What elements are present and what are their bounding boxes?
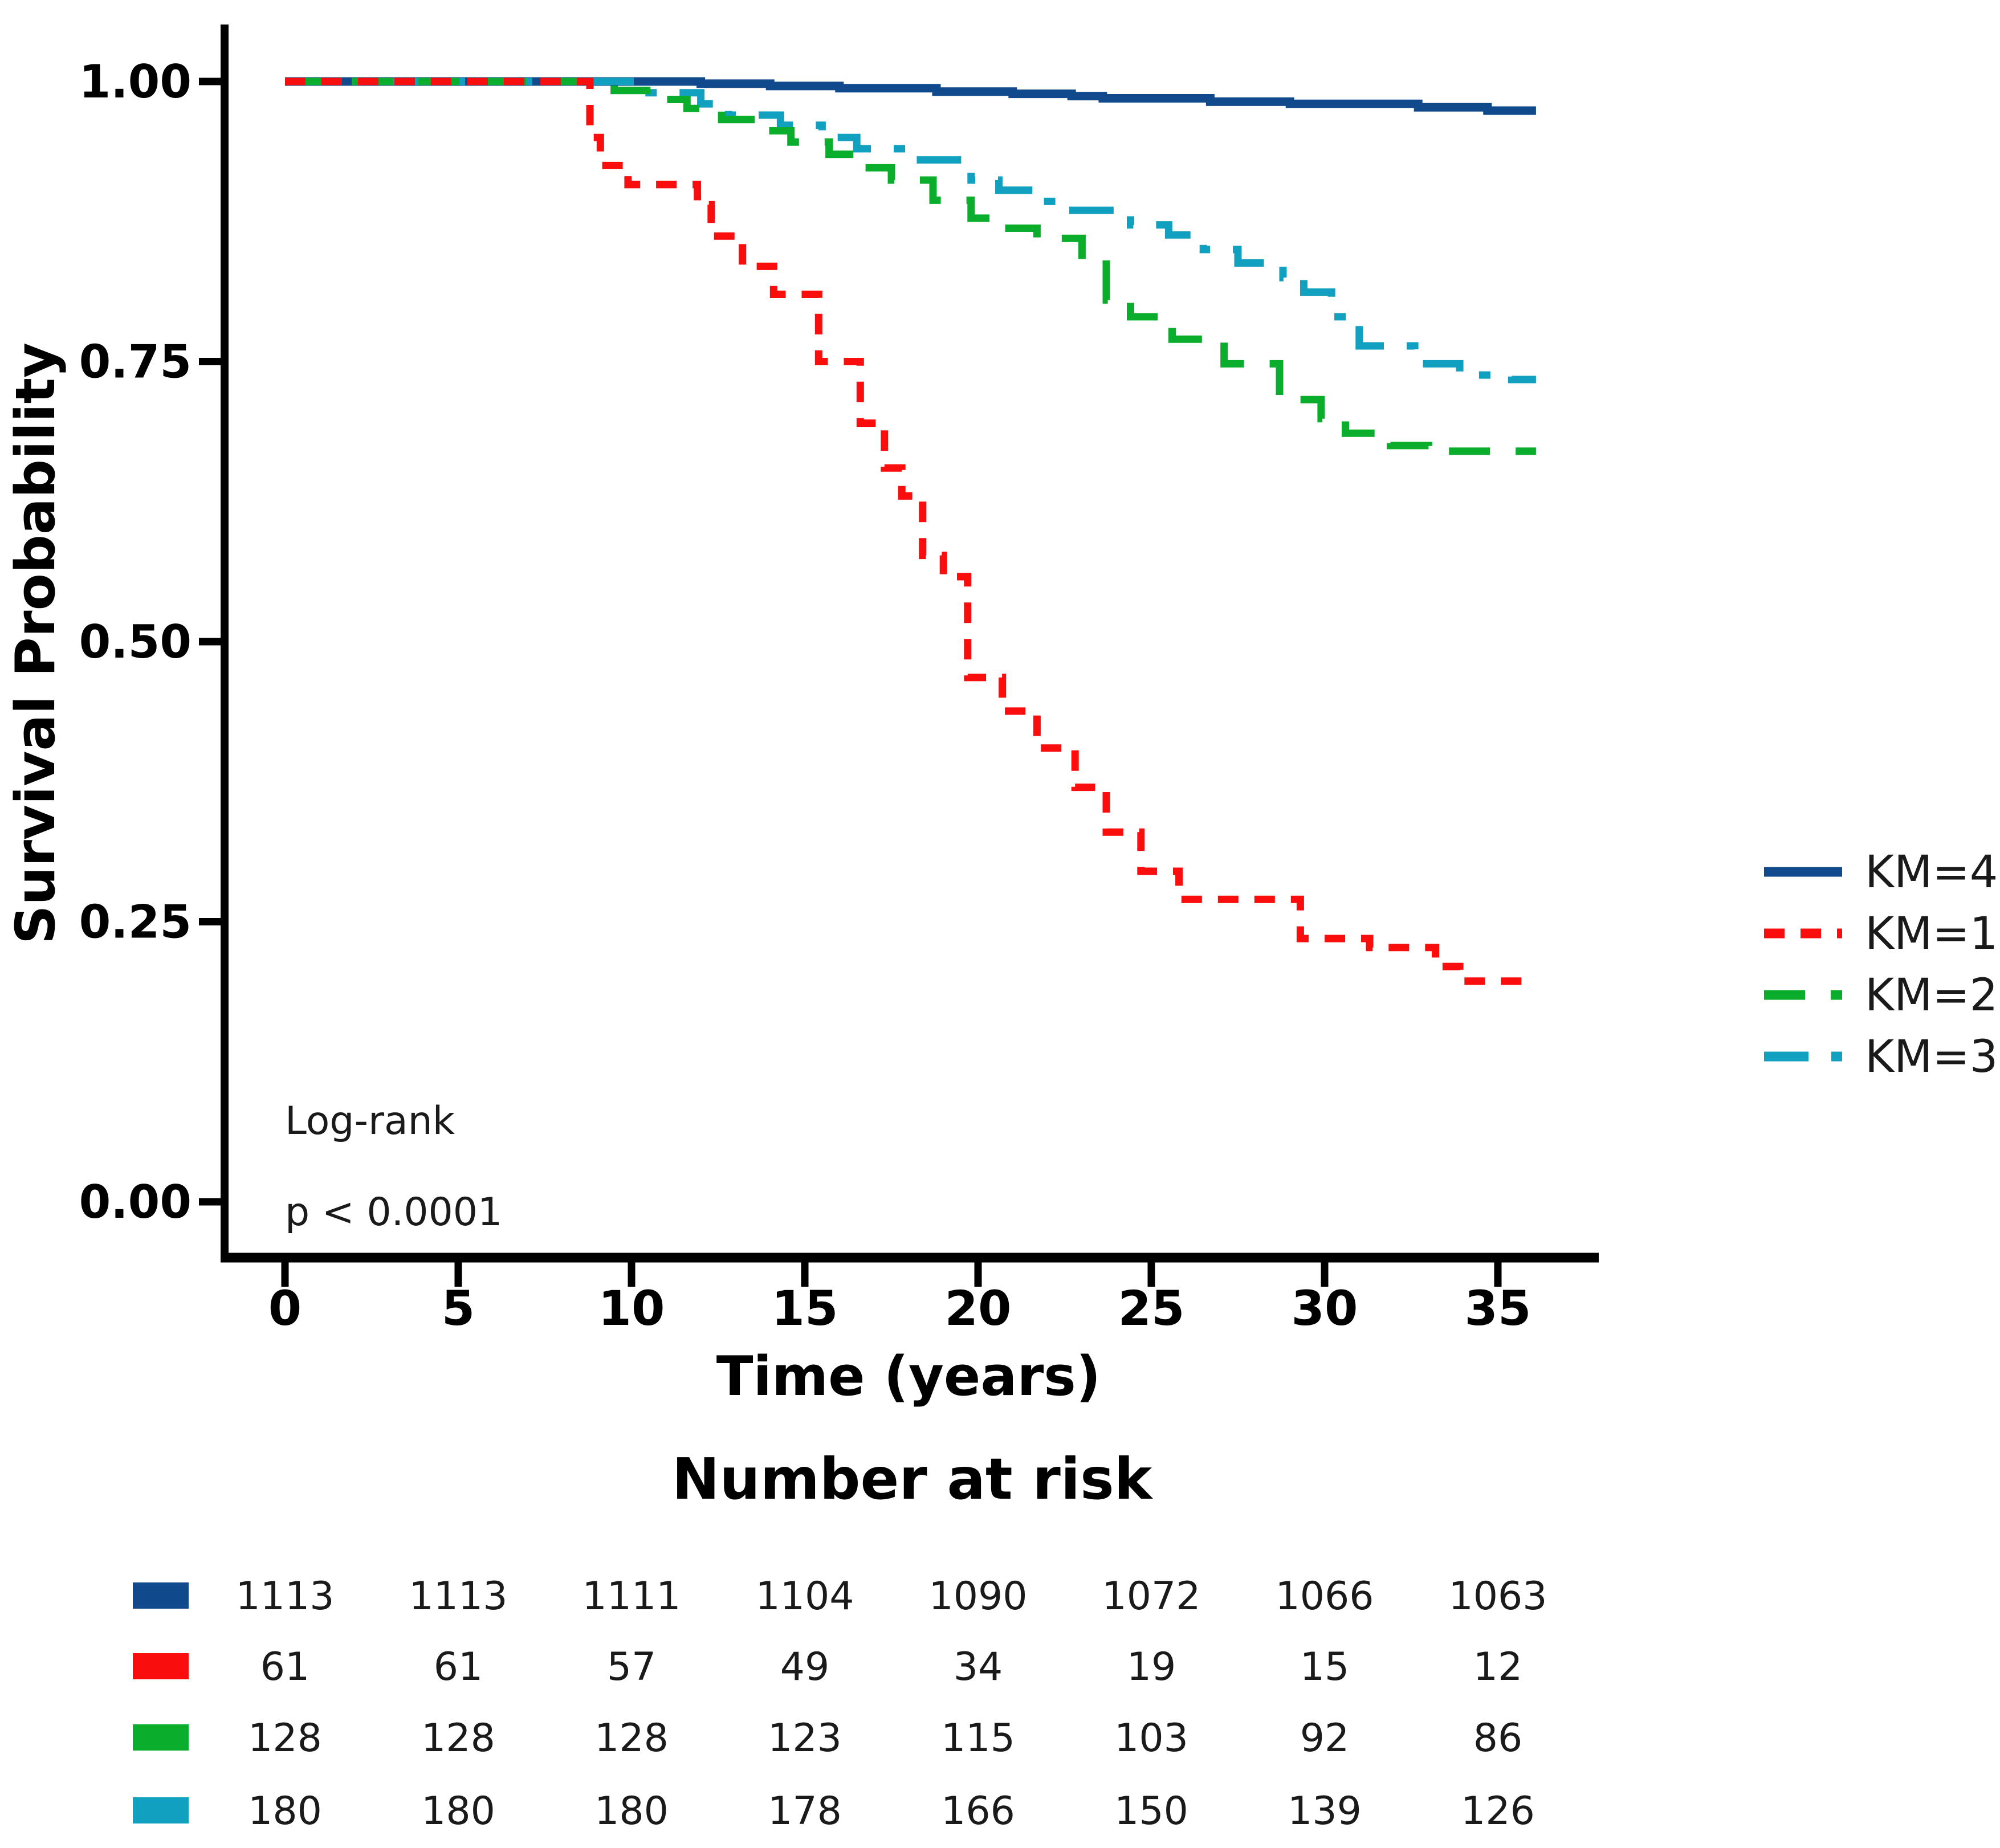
risk-count: 180 <box>421 1789 495 1834</box>
y-tick-label: 0.75 <box>79 336 192 389</box>
risk-count: 139 <box>1288 1789 1362 1834</box>
risk-count: 49 <box>780 1645 830 1690</box>
risk-table-title: Number at risk <box>672 1446 1154 1512</box>
legend-entry-label: KM=4 <box>1865 847 1998 898</box>
x-tick-label: 15 <box>772 1280 838 1336</box>
risk-count: 128 <box>248 1716 322 1761</box>
risk-count: 61 <box>260 1645 310 1690</box>
risk-row-swatch <box>133 1582 189 1609</box>
risk-count: 123 <box>768 1716 842 1761</box>
risk-count: 126 <box>1461 1789 1535 1834</box>
risk-count: 19 <box>1127 1645 1176 1690</box>
survival-curve-km3 <box>285 77 1536 384</box>
x-tick-label: 20 <box>945 1280 1012 1336</box>
risk-row-km4: 1113 1113 1111 1104 1090 1072 1066 1063 <box>133 1574 1547 1619</box>
risk-count: 86 <box>1473 1716 1523 1761</box>
legend-entry: KM=2 <box>1764 970 1998 1021</box>
risk-count: 1104 <box>755 1574 854 1619</box>
risk-row-km2: 128 128 128 123 115 103 92 86 <box>133 1716 1522 1761</box>
risk-count: 15 <box>1300 1645 1350 1690</box>
legend-entry: KM=4 <box>1764 847 1998 898</box>
risk-table-rows: 1113 1113 1111 1104 1090 1072 1066 1063 61 61 57 49… <box>133 1574 1547 1834</box>
risk-count: 1072 <box>1102 1574 1200 1619</box>
risk-count: 1113 <box>235 1574 334 1619</box>
risk-row-swatch <box>133 1724 189 1751</box>
risk-count: 128 <box>594 1716 669 1761</box>
risk-row-swatch <box>133 1797 189 1823</box>
x-tick-label: 10 <box>598 1280 665 1336</box>
survival-curve-km1 <box>285 77 1533 985</box>
risk-count: 61 <box>434 1645 483 1690</box>
x-tick-label: 30 <box>1292 1280 1358 1336</box>
legend-entry-label: KM=1 <box>1865 908 1998 960</box>
y-tick-label: 0.25 <box>79 896 192 949</box>
x-tick-label: 25 <box>1118 1280 1185 1336</box>
risk-count: 92 <box>1300 1716 1350 1761</box>
risk-row-km1: 61 61 57 49 34 19 15 12 <box>133 1645 1522 1690</box>
x-tick-label: 35 <box>1465 1280 1531 1336</box>
legend-entry-label: KM=2 <box>1865 970 1998 1021</box>
pvalue-label: p < 0.0001 <box>285 1190 502 1235</box>
x-tick-label: 0 <box>268 1280 302 1336</box>
legend: KM=4 KM=1 KM=2 KM=3 <box>1764 847 1998 1083</box>
survival-curve-km4 <box>285 77 1536 115</box>
risk-row-swatch <box>133 1653 189 1679</box>
risk-count: 1113 <box>409 1574 507 1619</box>
legend-entry: KM=1 <box>1764 908 1998 960</box>
logrank-label: Log-rank <box>285 1099 455 1144</box>
risk-count: 180 <box>248 1789 322 1834</box>
risk-count: 180 <box>594 1789 669 1834</box>
risk-count: 57 <box>607 1645 657 1690</box>
x-tick-label: 5 <box>442 1280 475 1336</box>
risk-count: 178 <box>768 1789 842 1834</box>
risk-count: 166 <box>941 1789 1015 1834</box>
y-tick-label: 0.50 <box>79 615 192 668</box>
risk-row-km3: 180 180 180 178 166 150 139 126 <box>133 1789 1535 1834</box>
y-tick-label: 0.00 <box>79 1176 192 1229</box>
risk-count: 150 <box>1114 1789 1188 1834</box>
risk-count: 1066 <box>1275 1574 1374 1619</box>
axes: 1.00 0.75 0.50 0.25 0.00 0 5 10 15 20 25 30 35 <box>79 25 1599 1336</box>
risk-count: 12 <box>1473 1645 1523 1690</box>
risk-count: 128 <box>421 1716 495 1761</box>
survival-curves <box>285 77 1536 985</box>
risk-count: 115 <box>941 1716 1015 1761</box>
risk-count: 1111 <box>582 1574 681 1619</box>
y-axis-title: Survival Probability <box>5 342 67 944</box>
y-tick-label: 1.00 <box>79 55 192 108</box>
legend-entry-label: KM=3 <box>1865 1031 1998 1083</box>
survival-curve-km2 <box>285 77 1536 455</box>
legend-entry: KM=3 <box>1764 1031 1998 1083</box>
risk-count: 34 <box>954 1645 1003 1690</box>
risk-count: 1090 <box>928 1574 1027 1619</box>
risk-count: 1063 <box>1448 1574 1547 1619</box>
risk-count: 103 <box>1114 1716 1188 1761</box>
y-axis-ticks: 1.00 0.75 0.50 0.25 0.00 <box>79 55 225 1229</box>
x-axis-ticks: 0 5 10 15 20 25 30 35 <box>268 1262 1531 1336</box>
x-axis-title: Time (years) <box>716 1345 1101 1408</box>
